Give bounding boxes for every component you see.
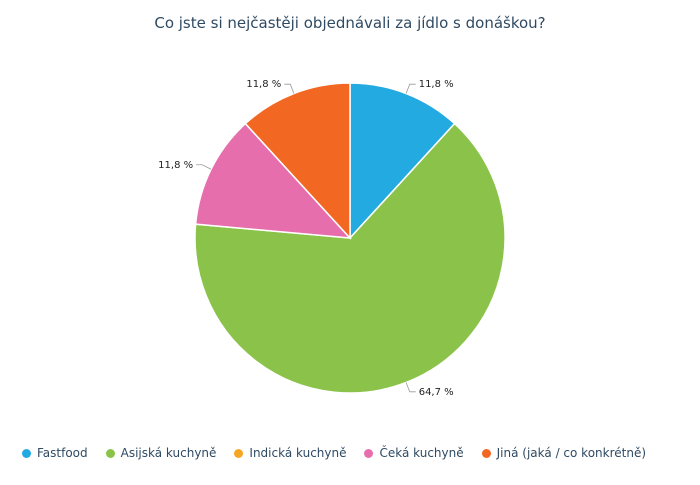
legend-marker (105, 448, 115, 458)
chart-legend: Fastfood Asijská kuchyně Indická kuchyně Če… (22, 446, 664, 460)
legend-marker (234, 448, 244, 458)
data-label-2: 64,7 % (419, 387, 454, 398)
legend-marker (481, 448, 491, 458)
legend-label: Jiná (jaká / co konkrétně) (496, 446, 647, 460)
legend-item-3[interactable]: Indická kuchyně (234, 446, 346, 460)
pie-slice-4 (194, 122, 352, 239)
data-label-1: 11,8 % (419, 79, 454, 90)
legend-label: Fastfood (37, 446, 88, 460)
legend-label: Indická kuchyně (249, 446, 347, 460)
label-connector-1 (405, 83, 416, 94)
label-connector-2 (405, 382, 416, 393)
pie-slice-2 (194, 122, 506, 394)
label-connector-5 (284, 83, 295, 94)
data-label-5: 11,8 % (246, 79, 281, 90)
label-connector-4 (196, 164, 212, 170)
legend-label: Asijská kuchyně (120, 446, 217, 460)
legend-marker (364, 448, 374, 458)
data-label-4: 11,8 % (158, 160, 193, 171)
legend-label: Čeká kuchyně (379, 446, 464, 460)
legend-marker (22, 448, 31, 458)
legend-item-5[interactable]: Jiná (jaká / co konkrétně) (481, 446, 647, 460)
legend-item-1[interactable]: Fastfood (22, 446, 88, 460)
legend-item-4[interactable]: Čeká kuchyně (364, 446, 464, 460)
chart-title: Co jste si nejčastěji objednávali za jíd… (154, 14, 546, 32)
legend-item-2[interactable]: Asijská kuchyně (105, 446, 217, 460)
